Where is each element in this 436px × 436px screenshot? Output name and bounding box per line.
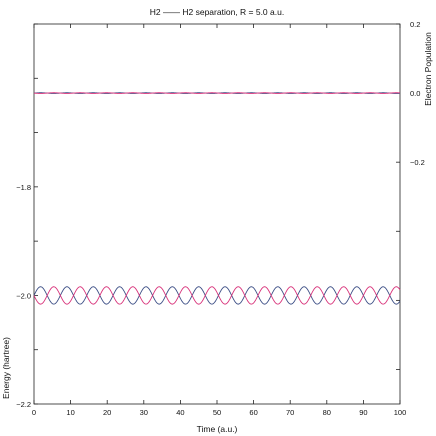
x-tick-label: 80 xyxy=(323,408,331,417)
x-tick-label: 40 xyxy=(176,408,184,417)
y-axis-left: −2.2 −2.0 −1.8 xyxy=(16,23,38,409)
x-tick-label: 50 xyxy=(213,408,221,417)
y-left-tick-label: −1.8 xyxy=(16,183,31,192)
energy-series-blue xyxy=(33,286,401,305)
y-left-tick-label: −2.0 xyxy=(16,291,31,300)
chart-title: H2 —— H2 separation, R = 5.0 a.u. xyxy=(150,7,284,17)
x-axis-title: Time (a.u.) xyxy=(197,424,238,434)
y-right-tick-label: −0.2 xyxy=(410,158,425,167)
y-axis-right-title: Electron Population xyxy=(423,32,433,106)
plot-frame xyxy=(33,23,401,405)
x-tick-label: 20 xyxy=(103,408,111,417)
population-series-pink xyxy=(33,92,401,94)
y-axis-left-title: Energy (hartree) xyxy=(1,337,11,399)
x-axis: 0 10 20 30 40 50 60 70 80 90 100 xyxy=(32,24,406,417)
y-right-tick-label: 0.0 xyxy=(410,89,420,98)
series-layer xyxy=(33,92,401,305)
x-tick-label: 90 xyxy=(359,408,367,417)
y-left-tick-label: −2.2 xyxy=(16,400,31,409)
x-tick-label: 30 xyxy=(140,408,148,417)
energy-series-pink xyxy=(33,286,401,305)
x-tick-label: 60 xyxy=(249,408,257,417)
x-tick-label: 10 xyxy=(66,408,74,417)
x-tick-label: 0 xyxy=(32,408,36,417)
x-tick-label: 70 xyxy=(286,408,294,417)
y-right-tick-label: 0.2 xyxy=(410,20,420,29)
x-tick-label: 100 xyxy=(394,408,407,417)
